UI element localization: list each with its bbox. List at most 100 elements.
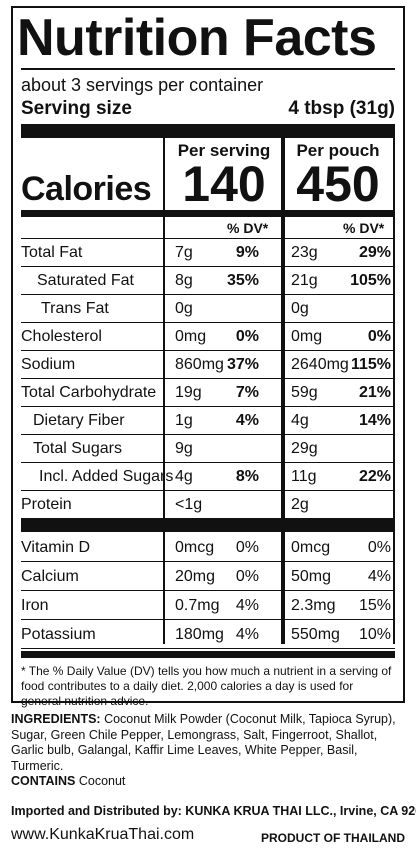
serving-amount: 7g	[175, 244, 193, 261]
vitamin-row: Calcium 20mg 0% 50mg 4%	[21, 563, 395, 591]
calories-per-serving: 140	[182, 156, 266, 212]
calories-label: Calories	[21, 170, 152, 208]
serving-amount: 1g	[175, 412, 193, 429]
nutrition-facts-panel: Nutrition Facts about 3 servings per con…	[11, 6, 405, 708]
website: www.KunkaKruaThai.com	[11, 826, 195, 843]
pouch-dv: 0%	[367, 539, 391, 556]
contains-label: CONTAINS	[11, 774, 76, 788]
pouch-amount: 2.3mg	[291, 597, 336, 614]
serving-dv: 37%	[226, 356, 259, 373]
nutrient-label: Calcium	[21, 568, 79, 585]
row-divider	[21, 266, 395, 267]
serving-dv: 4%	[235, 626, 259, 643]
serving-amount: 0g	[175, 300, 193, 317]
pouch-dv: 10%	[358, 626, 391, 643]
row-divider	[21, 648, 395, 649]
row-divider	[21, 350, 395, 351]
serving-dv: 7%	[235, 384, 259, 401]
pouch-amount: 0mcg	[291, 539, 331, 556]
pouch-dv: 0%	[367, 328, 391, 345]
serving-amount: 4g	[175, 468, 193, 485]
row-divider	[21, 378, 395, 379]
per-serving-column-frame	[163, 138, 285, 644]
serving-size-value: 4 tbsp (31g)	[288, 98, 395, 119]
pouch-amount: 59g	[291, 384, 318, 401]
pouch-amount: 21g	[291, 272, 318, 289]
nutrient-row: Cholesterol 0mg 0% 0mg 0%	[21, 323, 395, 351]
thick-divider	[21, 124, 395, 138]
panel-title: Nutrition Facts	[17, 9, 377, 67]
serving-dv: 8%	[235, 468, 259, 485]
row-divider	[21, 322, 395, 323]
pouch-amount: 23g	[291, 244, 318, 261]
serving-dv: 0%	[235, 328, 259, 345]
row-divider	[21, 561, 395, 562]
pouch-dv: 14%	[358, 412, 391, 429]
row-divider	[21, 619, 395, 620]
nutrient-row: Dietary Fiber 1g 4% 4g 14%	[21, 407, 395, 435]
nutrient-label: Dietary Fiber	[33, 412, 125, 429]
pouch-dv: 105%	[350, 272, 391, 289]
nutrient-label: Iron	[21, 597, 49, 614]
servings-per-container: about 3 servings per container	[21, 75, 264, 95]
ingredients-text: Coconut Milk Powder (Coconut Milk, Tapio…	[11, 712, 396, 773]
serving-amount: 20mg	[175, 568, 216, 585]
nutrient-label: Total Fat	[21, 244, 83, 261]
nutrient-label: Vitamin D	[21, 539, 91, 556]
pouch-amount: 0g	[291, 300, 309, 317]
serving-dv: 35%	[226, 272, 259, 289]
nutrient-row: Total Carbohydrate 19g 7% 59g 21%	[21, 379, 395, 407]
nutrient-label: Trans Fat	[41, 300, 109, 317]
serving-amount: 860mg	[175, 356, 224, 373]
serving-size-label: Serving size	[21, 98, 132, 119]
pouch-dv: 22%	[358, 468, 391, 485]
vitamins-divider	[21, 518, 395, 532]
row-divider	[21, 462, 395, 463]
nutrient-label: Total Sugars	[33, 440, 122, 457]
serving-dv: 4%	[235, 597, 259, 614]
serving-amount: 180mg	[175, 626, 224, 643]
nutrient-row: Incl. Added Sugars 4g 8% 11g 22%	[21, 463, 395, 491]
row-divider	[21, 238, 395, 239]
vitamin-row: Potassium 180mg 4% 550mg 10%	[21, 621, 395, 649]
serving-dv: 4%	[235, 412, 259, 429]
pouch-amount: 2g	[291, 496, 309, 513]
nutrient-row: Sodium 860mg 37% 2640mg 115%	[21, 351, 395, 379]
nutrient-row: Total Sugars 9g 29g	[21, 435, 395, 463]
pouch-amount: 11g	[291, 468, 317, 485]
row-divider	[21, 590, 395, 591]
nutrient-label: Protein	[21, 496, 72, 513]
nutrient-row: Protein <1g 2g	[21, 491, 395, 519]
nutrient-label: Potassium	[21, 626, 96, 643]
serving-amount: 0mg	[175, 328, 207, 345]
country-of-origin: PRODUCT OF THAILAND	[261, 831, 405, 845]
row-divider	[21, 406, 395, 407]
pouch-amount: 50mg	[291, 568, 332, 585]
serving-amount: 0.7mg	[175, 597, 220, 614]
calories-divider	[21, 210, 395, 217]
nutrient-row: Saturated Fat 8g 35% 21g 105%	[21, 267, 395, 295]
pouch-dv: 4%	[367, 568, 391, 585]
pouch-amount: 550mg	[291, 626, 340, 643]
dv-header-serving: % DV*	[227, 220, 269, 236]
vitamin-row: Vitamin D 0mcg 0% 0mcg 0%	[21, 534, 395, 562]
pouch-amount: 0mg	[291, 328, 323, 345]
serving-amount: 19g	[175, 384, 202, 401]
dv-header-pouch: % DV*	[343, 220, 385, 236]
serving-dv: 0%	[235, 539, 259, 556]
nutrient-label: Cholesterol	[21, 328, 102, 345]
nutrient-row: Total Fat 7g 9% 23g 29%	[21, 239, 395, 267]
ingredients-label: INGREDIENTS:	[11, 712, 101, 726]
footnote-divider	[21, 651, 395, 658]
pouch-amount: 4g	[291, 412, 309, 429]
serving-amount: <1g	[175, 496, 203, 513]
pouch-dv: 15%	[358, 597, 391, 614]
nutrient-row: Trans Fat 0g 0g	[21, 295, 395, 323]
pouch-dv: 29%	[358, 244, 391, 261]
vitamin-row: Iron 0.7mg 4% 2.3mg 15%	[21, 592, 395, 620]
serving-dv: 0%	[235, 568, 259, 585]
per-pouch-header: Per pouch	[296, 141, 380, 160]
per-serving-header: Per serving	[177, 141, 271, 160]
row-divider	[21, 490, 395, 491]
importer-line: Imported and Distributed by: KUNKA KRUA …	[11, 804, 416, 818]
